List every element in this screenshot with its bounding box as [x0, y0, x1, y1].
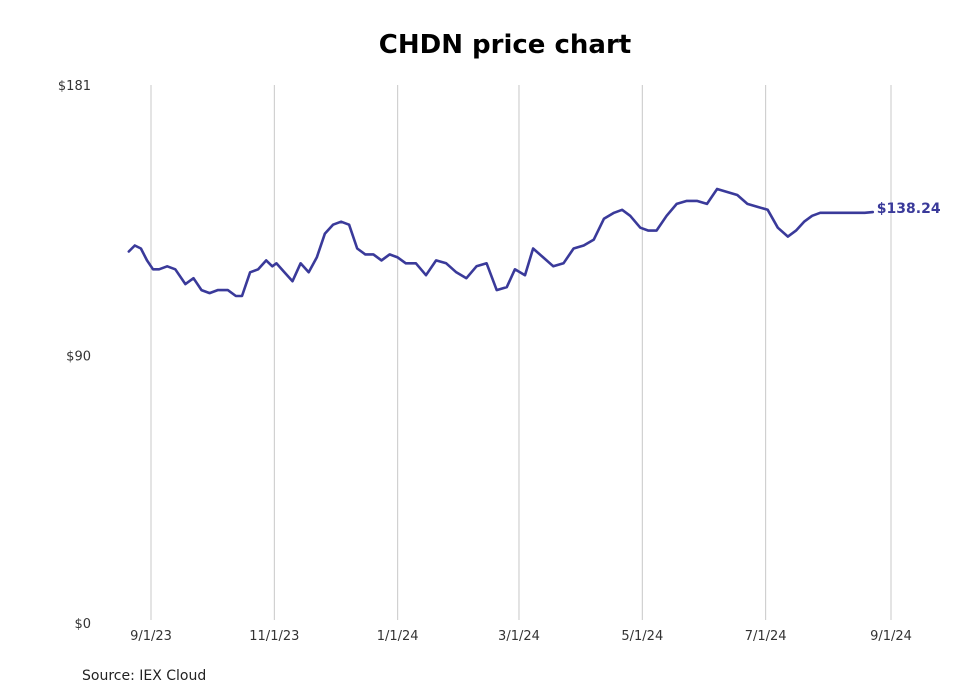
last-price-label: $138.24 [877, 201, 941, 217]
source-note: Source: IEX Cloud [82, 668, 207, 684]
x-tick-label: 7/1/24 [745, 629, 787, 644]
vertical-gridlines [150, 85, 892, 620]
x-tick-label: 9/1/24 [870, 629, 912, 644]
y-axis-tick-labels: $0 $90 $181 [58, 79, 91, 632]
x-tick-label: 5/1/24 [621, 629, 663, 644]
price-series-line [127, 187, 875, 298]
y-tick-label: $0 [74, 617, 91, 632]
x-tick-label: 11/1/23 [249, 629, 299, 644]
chart-title: CHDN price chart [378, 30, 632, 60]
x-tick-label: 9/1/23 [130, 629, 172, 644]
y-tick-label: $181 [58, 79, 91, 94]
x-tick-label: 1/1/24 [377, 629, 419, 644]
x-tick-label: 3/1/24 [498, 629, 540, 644]
y-tick-label: $90 [66, 349, 91, 364]
x-axis-tick-labels: 9/1/23 11/1/23 1/1/24 3/1/24 5/1/24 7/1/24 9/1… [130, 629, 912, 644]
